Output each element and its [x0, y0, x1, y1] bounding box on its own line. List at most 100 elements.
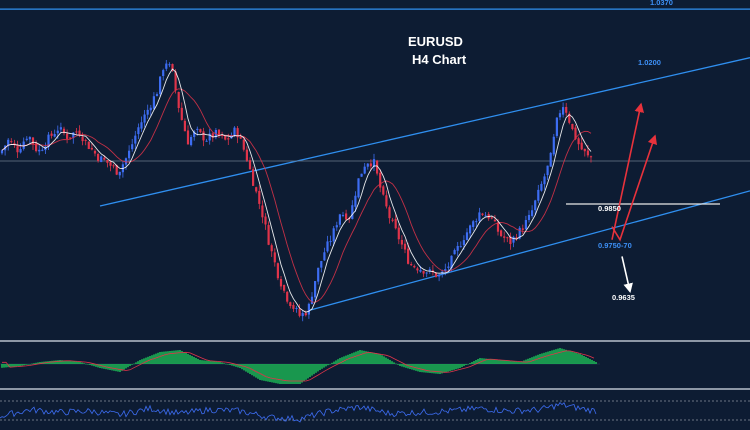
macd-bar — [219, 362, 221, 364]
macd-bar — [61, 360, 63, 364]
macd-bar — [269, 364, 271, 382]
candle-body — [341, 214, 345, 216]
candle-body — [453, 250, 456, 255]
candle-body — [236, 128, 239, 138]
macd-bar — [513, 361, 515, 364]
chart-subtitle: H4 Chart — [412, 52, 467, 67]
candle-body — [301, 313, 304, 317]
macd-bar — [273, 364, 275, 383]
macd-bar — [323, 364, 325, 368]
macd-bar — [351, 353, 353, 364]
macd-bar — [527, 358, 529, 364]
macd-bar — [417, 364, 419, 372]
candle-body — [335, 225, 338, 228]
macd-bar — [65, 360, 67, 364]
candle-body — [100, 156, 103, 163]
candle-body — [521, 228, 524, 230]
macd-bar — [175, 350, 177, 364]
macd-bar — [17, 364, 19, 367]
candle-body — [137, 127, 140, 135]
candle-body — [252, 169, 255, 186]
candle-body — [574, 127, 577, 140]
candle-body — [531, 210, 534, 216]
candle-body — [273, 252, 276, 263]
macd-bar — [145, 357, 147, 364]
macd-bar — [315, 364, 317, 373]
macd-bar — [181, 351, 183, 364]
candle-body — [196, 128, 199, 130]
macd-bar — [169, 351, 171, 364]
macd-bar — [511, 361, 513, 364]
macd-bar — [545, 352, 547, 364]
candle-body — [38, 149, 41, 152]
macd-bar — [75, 361, 77, 364]
macd-bar — [109, 364, 111, 370]
macd-bar — [199, 360, 201, 364]
macd-bar — [39, 362, 41, 364]
candle-body — [400, 239, 403, 245]
candle-body — [447, 266, 450, 268]
candle-body — [162, 70, 165, 76]
macd-bar — [319, 364, 321, 370]
candle-body — [298, 308, 301, 316]
macd-bar — [451, 364, 453, 371]
macd-bar — [505, 360, 507, 364]
macd-bar — [423, 364, 425, 373]
candle-body — [481, 213, 484, 215]
macd-bar — [79, 362, 81, 364]
macd-bar — [9, 364, 11, 367]
projection-arrow-up-1 — [611, 102, 645, 240]
macd-bar — [1, 364, 3, 368]
macd-bar — [215, 361, 217, 364]
candle-body — [438, 274, 441, 277]
candle-body — [444, 269, 447, 271]
macd-bar — [371, 352, 373, 364]
candle-body — [580, 142, 583, 150]
macd-bar — [441, 364, 443, 374]
macd-bar — [561, 348, 563, 364]
macd-bar — [337, 359, 339, 364]
candle-body — [496, 222, 500, 232]
macd-bar — [391, 361, 393, 364]
macd-bar — [241, 364, 243, 370]
macd-bar — [259, 364, 261, 380]
macd-bar — [53, 360, 55, 364]
macd-bar — [419, 364, 421, 372]
candle-body — [239, 136, 242, 139]
macd-bar — [159, 352, 161, 364]
candle-body — [304, 313, 307, 316]
candle-body — [462, 240, 465, 246]
macd-bar — [313, 364, 315, 375]
candle-body — [276, 263, 279, 279]
candle-body — [534, 200, 537, 211]
macd-bar — [461, 364, 463, 367]
candle-body — [583, 148, 586, 152]
macd-bar — [111, 364, 113, 371]
macd-signal-line — [2, 350, 595, 382]
candle-body — [416, 268, 419, 271]
candle-body — [366, 163, 369, 167]
macd-bar — [327, 364, 329, 366]
macd-bar — [137, 361, 139, 364]
macd-bar — [163, 351, 165, 364]
macd-bar — [499, 360, 501, 364]
candle-body — [295, 308, 298, 310]
macd-bar — [185, 353, 187, 364]
macd-bar — [213, 361, 215, 364]
macd-bar — [245, 364, 247, 372]
macd-bar — [99, 364, 101, 368]
macd-bar — [107, 364, 109, 370]
macd-bar — [225, 363, 227, 365]
macd-bar — [329, 364, 331, 365]
candle-body — [146, 109, 149, 115]
macd-bar — [571, 351, 573, 364]
macd-bar — [275, 364, 277, 384]
macd-bar — [209, 361, 211, 364]
macd-bar — [593, 361, 595, 364]
macd-bar — [27, 364, 29, 365]
macd-bar — [191, 356, 193, 364]
macd-bar — [485, 358, 487, 364]
macd-bar — [555, 349, 557, 364]
macd-bar — [67, 360, 69, 364]
macd-bar — [537, 354, 539, 364]
